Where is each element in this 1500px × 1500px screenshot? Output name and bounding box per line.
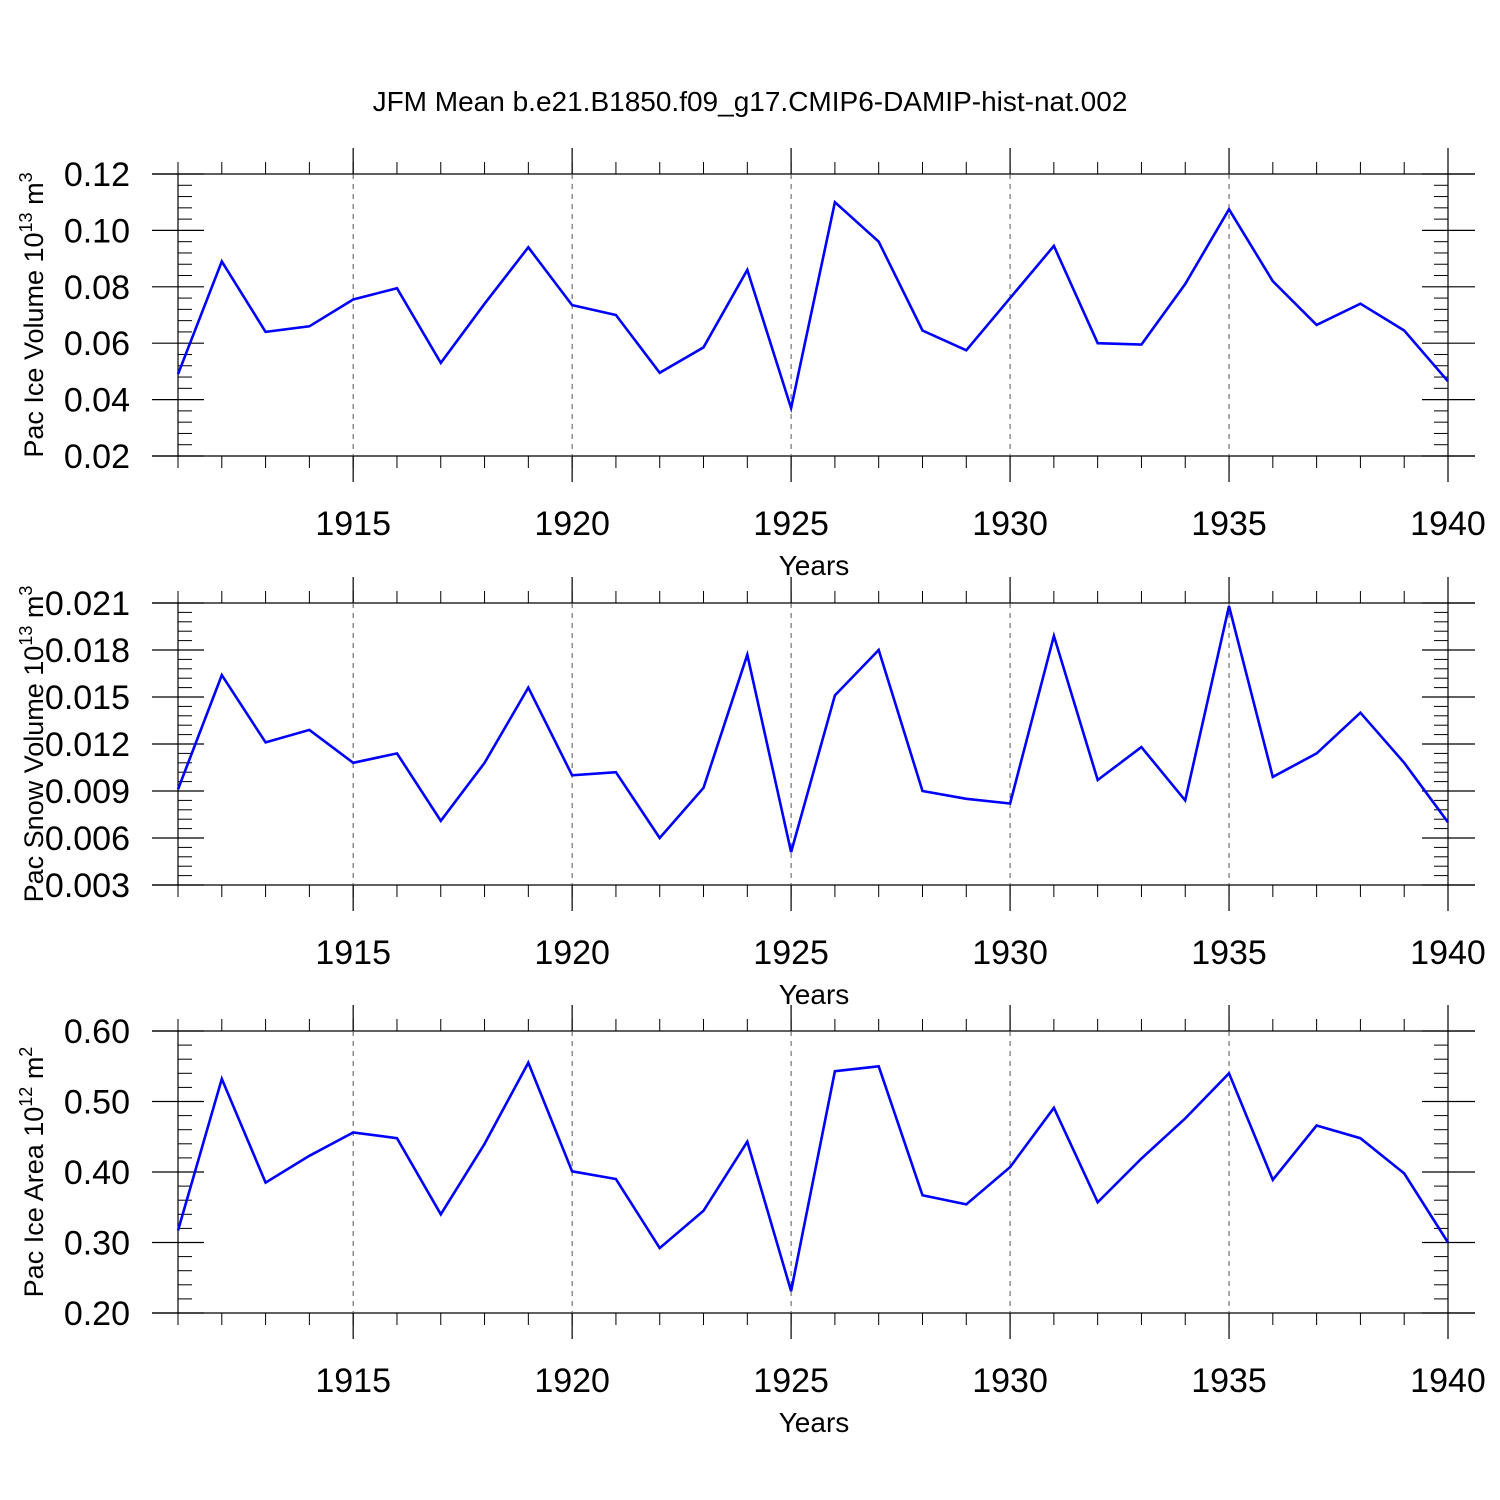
panel-2: 1915 1920 1925 1930 1935 1940 0.003 0.006 0.009 0… xyxy=(16,577,1486,1010)
y-tick-label: 0.006 xyxy=(45,820,130,858)
x-axis-label: Years xyxy=(779,979,850,1010)
y-tick-label: 0.50 xyxy=(64,1084,130,1122)
x-tick-label: 1920 xyxy=(534,934,610,972)
x-tick-label: 1920 xyxy=(534,1362,610,1400)
y-tick-label: 0.018 xyxy=(45,632,130,670)
series-line xyxy=(176,605,1450,853)
x-tick-label: 1915 xyxy=(315,1362,391,1400)
y-axis-label: Pac Ice Area 1012 m2 xyxy=(16,1047,49,1298)
x-tick-label: 1940 xyxy=(1410,505,1486,543)
x-tick-label: 1930 xyxy=(972,1362,1048,1400)
x-axis-label: Years xyxy=(779,550,850,581)
y-tick-label: 0.60 xyxy=(64,1013,130,1051)
chart-title: JFM Mean b.e21.B1850.f09_g17.CMIP6-DAMIP… xyxy=(373,86,1128,117)
y-tick-label: 0.40 xyxy=(64,1154,130,1192)
y-tick-label: 0.021 xyxy=(45,585,130,623)
y-tick-label: 0.12 xyxy=(64,156,130,194)
series-line xyxy=(176,199,1449,414)
y-axis-label: Pac Ice Volume 1013 m3 xyxy=(16,172,49,457)
panel-3: 1915 1920 1925 1930 1935 1940 0.20 0.30 0.40 0.50… xyxy=(16,1005,1486,1438)
x-tick-label: 1935 xyxy=(1191,1362,1267,1400)
x-tick-label: 1920 xyxy=(534,505,610,543)
y-tick-label: 0.06 xyxy=(64,325,130,363)
y-tick-label: 0.02 xyxy=(64,438,130,476)
x-tick-label: 1940 xyxy=(1410,934,1486,972)
y-tick-label: 0.012 xyxy=(45,726,130,764)
x-tick-label: 1935 xyxy=(1191,505,1267,543)
y-axis-label: Pac Snow Volume 1013 m3 xyxy=(16,586,49,903)
y-tick-label: 0.003 xyxy=(45,867,130,905)
x-tick-label: 1930 xyxy=(972,505,1048,543)
y-tick-label: 0.015 xyxy=(45,679,130,717)
y-tick-label: 0.009 xyxy=(45,773,130,811)
y-tick-label: 0.08 xyxy=(64,269,130,307)
panel-1: 1915 1920 1925 1930 1935 1940 0.02 0.04 0.06 0.08… xyxy=(16,148,1486,581)
x-tick-label: 1915 xyxy=(315,934,391,972)
y-tick-label: 0.20 xyxy=(64,1295,130,1333)
x-tick-label: 1930 xyxy=(972,934,1048,972)
x-tick-label: 1925 xyxy=(753,1362,829,1400)
x-axis-label: Years xyxy=(779,1407,850,1438)
x-tick-label: 1925 xyxy=(753,934,829,972)
series-line xyxy=(176,1059,1450,1292)
y-tick-label: 0.30 xyxy=(64,1225,130,1263)
y-tick-label: 0.10 xyxy=(64,212,130,250)
x-tick-label: 1925 xyxy=(753,505,829,543)
x-tick-label: 1935 xyxy=(1191,934,1267,972)
y-tick-label: 0.04 xyxy=(64,382,130,420)
x-tick-label: 1915 xyxy=(315,505,391,543)
x-tick-label: 1940 xyxy=(1410,1362,1486,1400)
